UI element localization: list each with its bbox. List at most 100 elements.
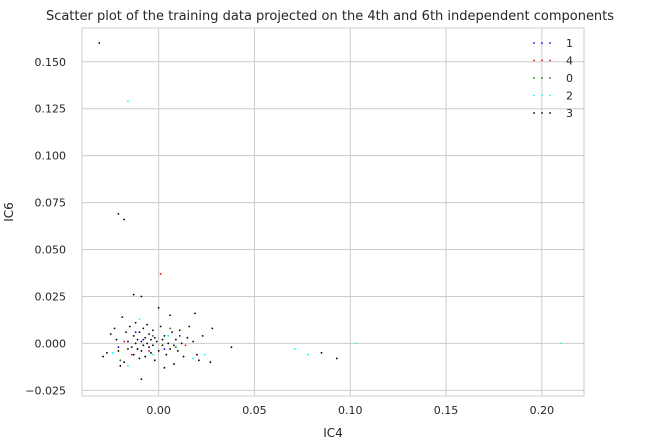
legend-item: 0 <box>533 72 573 85</box>
data-point <box>142 327 145 330</box>
data-point <box>140 378 143 381</box>
data-point <box>140 295 143 298</box>
data-point <box>125 331 127 334</box>
data-point <box>138 331 141 334</box>
data-point <box>157 306 160 309</box>
data-point <box>161 338 164 341</box>
legend-marker <box>541 59 543 62</box>
data-point <box>117 212 120 215</box>
data-point <box>132 293 135 296</box>
data-point <box>119 359 122 362</box>
data-point <box>151 344 154 347</box>
data-point <box>111 351 114 354</box>
data-point <box>127 100 129 103</box>
data-point <box>173 363 175 365</box>
data-point <box>151 335 154 337</box>
data-point <box>335 357 338 360</box>
data-point <box>157 350 160 352</box>
data-point <box>113 327 116 330</box>
legend-item: 3 <box>533 107 573 120</box>
data-point <box>132 353 135 356</box>
legend-marker <box>533 77 535 79</box>
data-point <box>209 361 212 364</box>
data-point <box>167 342 170 345</box>
data-point <box>174 338 177 341</box>
y-tick-label: −0.025 <box>25 384 66 397</box>
series-2 <box>111 100 562 367</box>
data-point <box>201 335 204 337</box>
y-tick-label: 0.150 <box>35 56 67 69</box>
series-3 <box>98 42 338 381</box>
data-point <box>134 331 137 334</box>
data-point <box>140 350 143 352</box>
legend-label: 3 <box>566 107 573 120</box>
legend-label: 1 <box>566 37 573 50</box>
legend-item: 2 <box>533 90 573 103</box>
data-point <box>153 336 156 339</box>
data-point <box>159 273 162 275</box>
data-point <box>151 329 154 332</box>
data-point <box>174 346 177 349</box>
data-point <box>192 340 195 343</box>
x-tick-label: 0.05 <box>242 404 267 417</box>
data-point <box>121 316 124 319</box>
legend-item: 1 <box>533 37 573 50</box>
data-point <box>173 344 175 347</box>
data-point <box>355 342 357 345</box>
data-point <box>102 355 104 358</box>
data-point <box>151 353 154 356</box>
legend-label: 4 <box>566 55 573 68</box>
data-point <box>163 366 166 369</box>
data-point <box>155 340 158 343</box>
data-point <box>98 42 101 44</box>
data-point <box>123 340 126 343</box>
legend-marker <box>533 112 535 114</box>
data-point <box>144 355 147 358</box>
legend-marker <box>533 59 535 62</box>
x-tick-labels: 0.00 0.05 0.10 0.15 0.20 <box>146 404 554 417</box>
data-point <box>167 335 170 337</box>
legend-marker <box>541 112 543 114</box>
legend-label: 0 <box>566 72 573 85</box>
legend: 1 4 0 2 3 <box>533 37 573 120</box>
data-point <box>169 348 172 350</box>
data-point <box>134 342 137 345</box>
data-point <box>560 342 562 345</box>
data-point <box>184 344 187 347</box>
data-point <box>169 314 172 317</box>
legend-marker <box>533 42 535 44</box>
x-tick-label: 0.15 <box>434 404 459 417</box>
data-point <box>119 365 122 367</box>
data-point <box>196 353 198 356</box>
data-point <box>130 353 133 356</box>
data-point <box>169 327 172 330</box>
data-point <box>127 340 129 343</box>
data-point <box>163 348 166 350</box>
data-point <box>148 346 150 349</box>
data-point <box>142 338 145 341</box>
x-tick-label: 0.20 <box>530 404 555 417</box>
data-point <box>194 312 196 315</box>
data-point <box>146 342 149 345</box>
data-point <box>197 359 200 362</box>
data-point <box>127 365 129 367</box>
data-point <box>161 344 164 347</box>
data-point <box>150 351 152 354</box>
data-point <box>230 346 233 349</box>
data-point <box>134 321 137 324</box>
data-point <box>159 325 162 328</box>
y-tick-label: 0.100 <box>35 150 67 163</box>
data-point <box>148 333 150 335</box>
y-tick-label: 0.025 <box>35 290 67 303</box>
grid <box>82 28 584 396</box>
data-point <box>178 329 181 332</box>
data-point <box>165 353 168 356</box>
data-point <box>144 336 147 339</box>
data-point <box>150 338 152 341</box>
data-point <box>163 335 166 337</box>
data-point <box>180 342 183 345</box>
y-tick-label: 0.050 <box>35 244 67 257</box>
data-point <box>148 350 150 352</box>
data-point <box>138 318 141 320</box>
